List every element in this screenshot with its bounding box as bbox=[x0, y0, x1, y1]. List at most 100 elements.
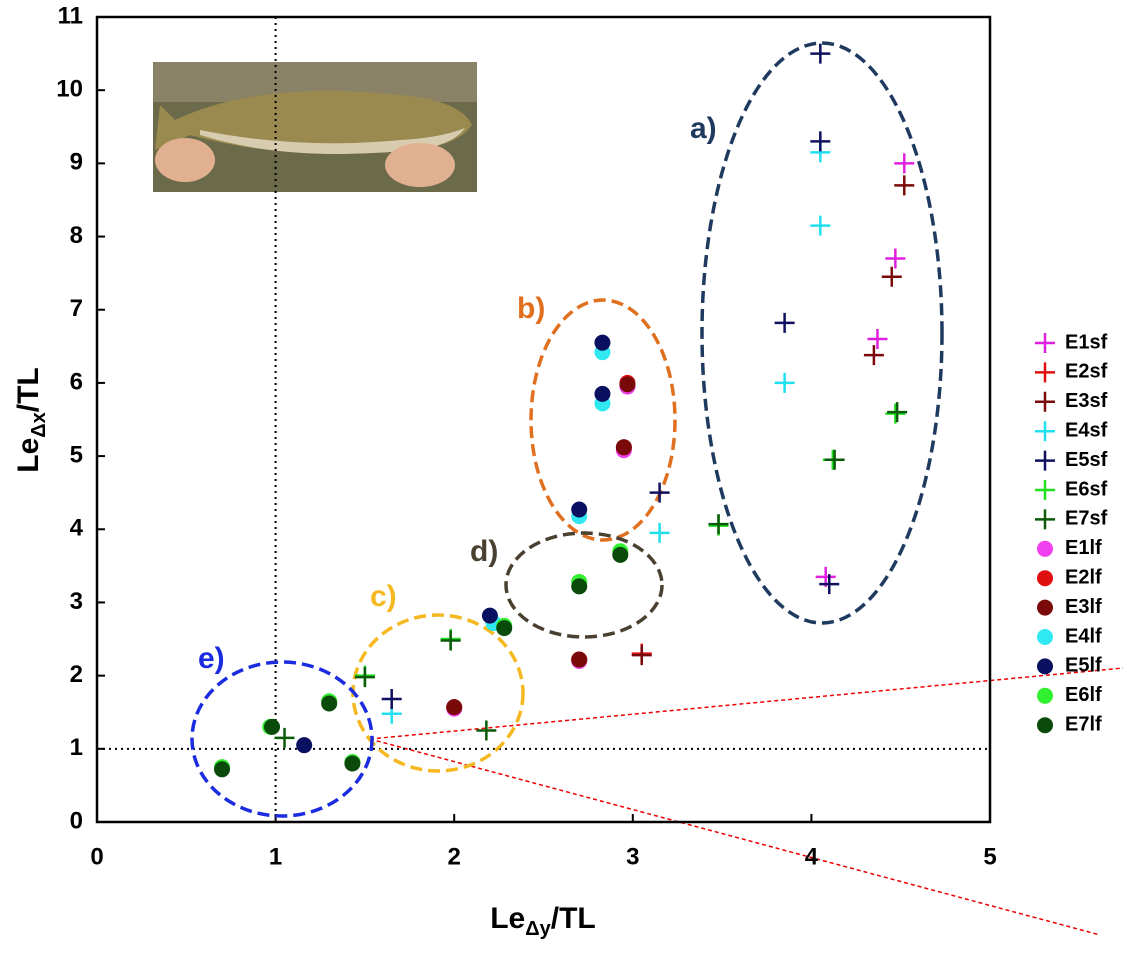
y-tick-label: 4 bbox=[70, 515, 84, 542]
legend-marker bbox=[1035, 509, 1055, 529]
legend-marker bbox=[1035, 362, 1055, 382]
point bbox=[810, 131, 830, 151]
point bbox=[882, 267, 902, 287]
annotation-label: c) bbox=[370, 580, 397, 613]
y-tick-label: 3 bbox=[70, 588, 83, 615]
x-label-rest: /TL bbox=[551, 902, 596, 935]
legend-label: E4lf bbox=[1065, 625, 1102, 647]
point bbox=[446, 699, 462, 715]
annotation-ellipse bbox=[353, 615, 523, 771]
x-tick-label: 4 bbox=[805, 843, 819, 870]
legend-marker bbox=[1035, 480, 1055, 500]
point bbox=[885, 249, 905, 269]
annotation-ellipse bbox=[702, 43, 942, 623]
point bbox=[321, 695, 337, 711]
x-tick-label: 0 bbox=[90, 843, 103, 870]
legend-marker bbox=[1037, 600, 1053, 616]
legend-label: E3sf bbox=[1065, 390, 1108, 412]
y-tick-label: 2 bbox=[70, 661, 83, 688]
point bbox=[496, 620, 512, 636]
x-tick-label: 3 bbox=[626, 843, 639, 870]
zoom-lines bbox=[370, 668, 1123, 935]
legend-marker bbox=[1037, 629, 1053, 645]
point bbox=[296, 737, 312, 753]
point bbox=[571, 652, 587, 668]
point bbox=[709, 514, 729, 534]
legend-label: E7sf bbox=[1065, 508, 1108, 530]
point bbox=[482, 608, 498, 624]
annotation-label: b) bbox=[517, 292, 545, 325]
y-label-rest: /TL bbox=[12, 367, 45, 412]
annotation-label: e) bbox=[198, 642, 225, 675]
legend-label: E7lf bbox=[1065, 713, 1102, 735]
point bbox=[571, 578, 587, 594]
x-tick-label: 1 bbox=[269, 843, 282, 870]
legend-label: E6lf bbox=[1065, 684, 1102, 706]
legend-label: E2sf bbox=[1065, 361, 1108, 383]
point bbox=[476, 721, 496, 741]
point bbox=[612, 547, 628, 563]
legend-label: E6sf bbox=[1065, 478, 1108, 500]
y-label-sub: Δx bbox=[28, 412, 50, 438]
legend-marker bbox=[1037, 658, 1053, 674]
point bbox=[864, 345, 884, 365]
point bbox=[775, 373, 795, 393]
legend-label: E5lf bbox=[1065, 655, 1102, 677]
x-tick-label: 5 bbox=[983, 843, 996, 870]
legend-label: E4sf bbox=[1065, 419, 1108, 441]
y-tick-label: 6 bbox=[70, 368, 83, 395]
legend-marker bbox=[1037, 688, 1053, 704]
point bbox=[616, 439, 632, 455]
y-tick-label: 5 bbox=[70, 441, 83, 468]
x-label-sub: Δy bbox=[525, 918, 551, 940]
chart: LeΔy/TL LeΔx/TL 01234501234567891011a)b)… bbox=[0, 0, 1123, 960]
fish-photo bbox=[153, 62, 477, 192]
x-label-main: Le bbox=[490, 902, 525, 935]
point bbox=[382, 689, 402, 709]
y-tick-label: 11 bbox=[58, 2, 83, 29]
y-tick-label: 10 bbox=[56, 76, 83, 103]
point bbox=[632, 645, 652, 665]
point bbox=[214, 761, 230, 777]
point bbox=[810, 44, 830, 64]
annotation-label: d) bbox=[470, 535, 498, 568]
legend-label: E1sf bbox=[1065, 331, 1108, 353]
y-axis-label: LeΔx/TL bbox=[12, 367, 50, 473]
legend-marker bbox=[1035, 421, 1055, 441]
legend-marker bbox=[1035, 333, 1055, 353]
x-tick-label: 2 bbox=[448, 843, 461, 870]
legend-label: E2lf bbox=[1065, 566, 1102, 588]
y-tick-label: 9 bbox=[70, 149, 83, 176]
y-tick-label: 7 bbox=[70, 295, 83, 322]
y-tick-label: 0 bbox=[70, 807, 83, 834]
legend-marker bbox=[1035, 451, 1055, 471]
legend-marker bbox=[1037, 717, 1053, 733]
point bbox=[571, 502, 587, 518]
legend-marker bbox=[1037, 541, 1053, 557]
point bbox=[867, 329, 887, 349]
legend-label: E5sf bbox=[1065, 449, 1108, 471]
point bbox=[441, 631, 461, 651]
point bbox=[775, 313, 795, 333]
y-tick-label: 8 bbox=[70, 222, 83, 249]
point bbox=[894, 175, 914, 195]
point bbox=[344, 755, 360, 771]
point bbox=[619, 376, 635, 392]
legend-marker bbox=[1035, 392, 1055, 412]
point bbox=[825, 450, 845, 470]
x-axis-label: LeΔy/TL bbox=[490, 902, 596, 940]
legend-label: E1lf bbox=[1065, 537, 1102, 559]
legend-label: E3lf bbox=[1065, 596, 1102, 618]
point bbox=[650, 483, 670, 503]
point bbox=[887, 402, 907, 422]
point bbox=[894, 153, 914, 173]
point bbox=[810, 216, 830, 236]
legend-marker bbox=[1037, 570, 1053, 586]
point bbox=[264, 719, 280, 735]
point bbox=[594, 386, 610, 402]
annotation-label: a) bbox=[690, 112, 717, 145]
y-label-main: Le bbox=[12, 438, 45, 473]
point bbox=[650, 523, 670, 543]
y-tick-label: 1 bbox=[70, 734, 83, 761]
point bbox=[885, 404, 905, 424]
